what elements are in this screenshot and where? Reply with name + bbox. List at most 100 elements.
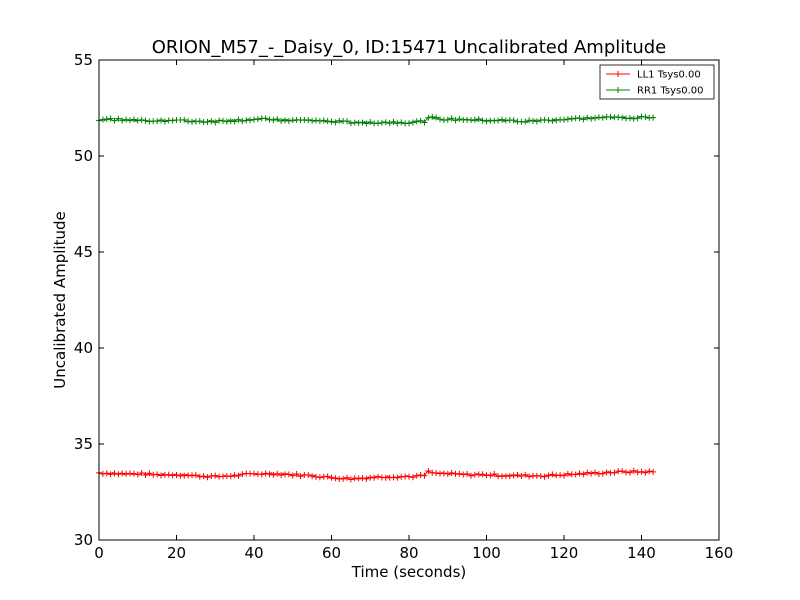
data-point	[390, 118, 397, 125]
data-point	[204, 118, 211, 125]
data-point	[161, 118, 168, 125]
data-point	[537, 473, 544, 480]
data-point	[448, 115, 455, 122]
y-tick-label: 30	[74, 531, 93, 549]
data-point	[371, 474, 378, 481]
data-point	[212, 472, 219, 479]
data-point	[638, 113, 645, 120]
data-point	[347, 120, 354, 127]
data-point	[406, 120, 412, 127]
data-point	[99, 116, 106, 123]
data-point	[409, 474, 416, 481]
data-point	[421, 119, 428, 126]
data-point	[239, 118, 246, 125]
data-point	[619, 468, 626, 475]
data-point	[413, 118, 420, 125]
y-axis-label: Uncalibrated Amplitude	[51, 211, 69, 388]
data-point	[406, 473, 412, 480]
y-tick-label: 50	[74, 147, 93, 165]
data-point	[165, 471, 172, 478]
data-point	[235, 472, 242, 479]
data-point	[464, 470, 471, 477]
data-point	[227, 473, 234, 480]
data-point	[510, 117, 517, 124]
data-point	[433, 470, 440, 477]
data-point	[282, 117, 288, 124]
data-point	[359, 119, 366, 126]
x-tick-label: 0	[94, 544, 104, 562]
data-point	[363, 120, 370, 127]
x-tick-label: 140	[627, 544, 656, 562]
data-point	[626, 469, 633, 476]
data-point	[588, 115, 595, 122]
legend: LL1 Tsys0.00 RR1 Tsys0.00	[599, 64, 715, 100]
data-point	[134, 117, 141, 124]
data-point	[584, 114, 591, 121]
y-tick-label: 35	[74, 435, 93, 453]
data-point	[437, 116, 443, 123]
data-point	[642, 469, 649, 476]
data-point	[313, 117, 319, 124]
data-point	[468, 472, 474, 479]
data-point	[142, 472, 149, 479]
legend-marker	[615, 71, 621, 77]
data-point	[130, 470, 137, 477]
data-point	[545, 117, 552, 124]
data-point	[650, 114, 657, 121]
data-point	[599, 470, 606, 477]
data-point	[568, 115, 575, 122]
data-point	[192, 472, 199, 479]
data-point	[417, 471, 424, 478]
data-point	[340, 475, 347, 482]
data-point	[541, 473, 548, 480]
data-point	[278, 472, 285, 479]
data-point	[347, 476, 354, 483]
data-point	[158, 472, 164, 479]
data-point	[561, 472, 567, 479]
data-point	[499, 116, 505, 123]
chart-title: ORION_M57_-_Daisy_0, ID:15471 Uncalibrat…	[152, 37, 666, 58]
y-tick-label: 40	[74, 339, 93, 357]
data-point	[592, 115, 598, 122]
data-point	[293, 470, 300, 477]
data-point	[460, 471, 467, 478]
data-point	[208, 118, 215, 125]
data-point	[491, 471, 498, 478]
data-point	[626, 115, 633, 122]
data-point	[526, 473, 533, 480]
data-point	[580, 116, 587, 123]
data-point	[173, 472, 180, 479]
data-point	[475, 115, 482, 122]
data-point	[309, 473, 316, 480]
data-point	[603, 469, 610, 476]
ticks-layer: 0 20 40 60 80 100 120 140 160 30 35 40 45 50 55	[74, 51, 733, 562]
series-1	[96, 467, 657, 483]
data-point	[324, 118, 331, 125]
data-point	[522, 471, 529, 478]
data-point	[142, 117, 149, 124]
data-point	[638, 468, 645, 475]
data-point	[258, 471, 265, 478]
data-point	[316, 474, 323, 481]
y-tick-label: 55	[74, 51, 93, 69]
data-point	[599, 114, 606, 121]
data-point	[266, 471, 273, 478]
data-point	[394, 120, 401, 127]
data-point	[254, 116, 261, 123]
data-point	[642, 113, 649, 120]
data-point	[134, 471, 141, 478]
data-point	[274, 116, 281, 123]
data-point	[270, 117, 277, 124]
data-point	[212, 119, 219, 126]
data-point	[611, 469, 618, 476]
data-point	[262, 115, 269, 122]
data-point	[576, 470, 583, 477]
data-point	[154, 118, 161, 125]
data-point	[119, 117, 126, 124]
data-point	[285, 117, 292, 124]
data-point	[115, 115, 122, 122]
series-2	[96, 113, 657, 127]
data-point	[495, 117, 502, 124]
data-point	[324, 473, 331, 480]
legend-entry: RR1 Tsys0.00	[606, 86, 704, 97]
